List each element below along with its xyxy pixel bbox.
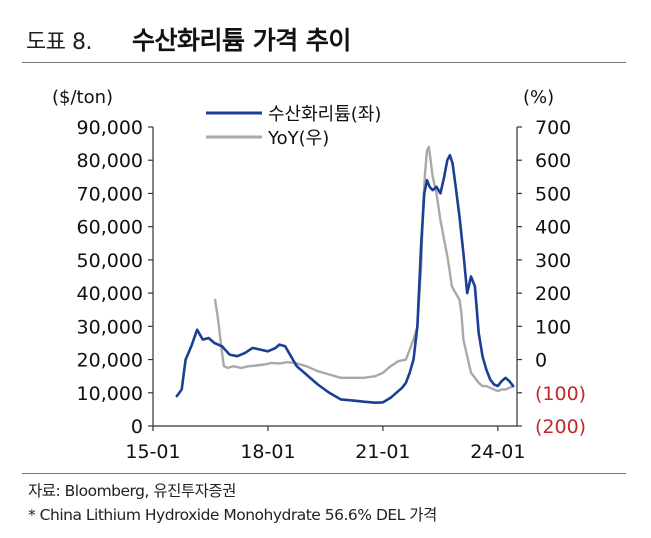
left-tick-label: 40,000 [77,283,143,305]
right-tick-label: 100 [535,316,571,338]
x-tick-label: 21-01 [355,441,410,463]
x-tick-label: 24-01 [470,441,525,463]
right-tick-label: 200 [535,283,571,305]
series-line-lithium-price [175,153,515,404]
left-tick-label: 30,000 [77,316,143,338]
right-tick-label: 500 [535,183,571,205]
right-axis-ticks: (200) (100) 0 100 200 300 400 500 600 700 [517,117,586,438]
x-axis-ticks: 15-01 18-01 21-01 24-01 [125,426,525,463]
x-tick-label: 18-01 [240,441,295,463]
right-axis-unit: (%) [523,87,554,108]
figure-title: 수산화리튬 가격 추이 [132,26,351,55]
left-tick-label: 60,000 [77,217,143,239]
series-footnote: * China Lithium Hydroxide Monohydrate 56… [28,506,437,524]
left-tick-label: 0 [131,416,143,438]
figure-label: 도표 8. [26,30,92,55]
left-tick-label: 10,000 [77,383,143,405]
left-tick-label: 90,000 [77,117,143,139]
right-tick-label: 700 [535,117,571,139]
lithium-price-chart: 0 10,000 20,000 30,000 40,000 50,000 60,000 70,… [52,87,586,463]
left-tick-label: 20,000 [77,350,143,372]
right-tick-label: 0 [535,350,547,372]
header-divider [22,62,626,63]
legend-label-yoy: YoY(우) [267,128,329,149]
left-tick-label: 50,000 [77,250,143,272]
right-tick-label: 300 [535,250,571,272]
series-layer [175,145,515,404]
x-tick-label: 15-01 [125,441,180,463]
report-header: 도표 8. 수산화리튬 가격 추이 [0,0,651,70]
left-axis-unit: ($/ton) [52,87,113,108]
source-note: 자료: Bloomberg, 유진투자증권 [28,482,236,500]
legend: 수산화리튬(좌) YoY(우) [206,104,381,149]
legend-label-lithium: 수산화리튬(좌) [268,104,381,125]
series-line-yoy [213,145,515,393]
right-tick-label: 600 [535,150,571,172]
footer-divider [22,473,626,474]
left-tick-label: 70,000 [77,183,143,205]
right-tick-label: (200) [535,416,586,438]
right-tick-label: 400 [535,217,571,239]
right-tick-label: (100) [535,383,586,405]
left-tick-label: 80,000 [77,150,143,172]
left-axis-ticks: 0 10,000 20,000 30,000 40,000 50,000 60,000 70,… [77,117,153,438]
